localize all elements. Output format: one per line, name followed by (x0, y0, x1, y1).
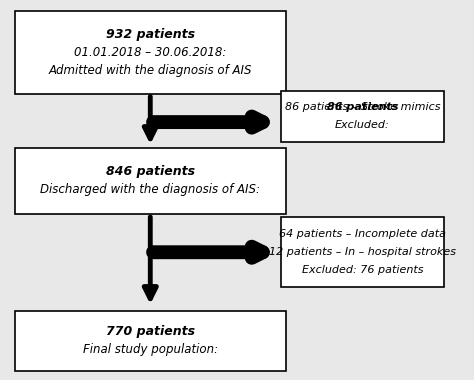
FancyBboxPatch shape (281, 91, 444, 142)
Text: 86 patients – Stroke mimics: 86 patients – Stroke mimics (284, 102, 440, 112)
Text: 12 patients – In – hospital strokes: 12 patients – In – hospital strokes (269, 247, 456, 257)
FancyBboxPatch shape (281, 217, 444, 287)
Text: Discharged with the diagnosis of AIS:: Discharged with the diagnosis of AIS: (40, 183, 260, 196)
Text: Excluded: 76 patients: Excluded: 76 patients (301, 265, 423, 276)
Text: 86 patients – Stroke mimics: 86 patients – Stroke mimics (284, 102, 440, 112)
Text: 64 patients – Incomplete data: 64 patients – Incomplete data (279, 229, 446, 239)
FancyBboxPatch shape (15, 11, 286, 94)
Text: Excluded:: Excluded: (335, 120, 390, 130)
Text: 86 patients: 86 patients (327, 102, 398, 112)
Text: Final study population:: Final study population: (83, 344, 218, 356)
Text: 770 patients: 770 patients (106, 325, 195, 338)
Text: 846 patients: 846 patients (106, 165, 195, 178)
FancyBboxPatch shape (15, 311, 286, 371)
Text: 932 patients: 932 patients (106, 28, 195, 41)
Text: 01.01.2018 – 30.06.2018:: 01.01.2018 – 30.06.2018: (74, 46, 227, 59)
FancyBboxPatch shape (15, 147, 286, 214)
Text: Admitted with the diagnosis of AIS: Admitted with the diagnosis of AIS (48, 64, 252, 77)
